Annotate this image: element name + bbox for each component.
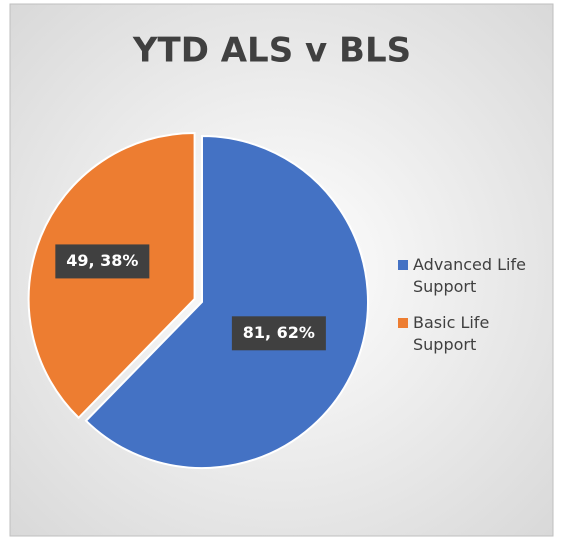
- legend-swatch: [398, 318, 408, 328]
- pie-slice: [84, 134, 369, 469]
- chart-title: YTD ALS v BLS: [132, 31, 411, 71]
- legend-label: Advanced Life Support: [413, 255, 526, 296]
- data-label: 49, 38%: [66, 251, 138, 270]
- data-label: 81, 62%: [243, 323, 315, 342]
- legend-label: Basic Life Support: [413, 313, 490, 354]
- legend: Advanced Life Support Basic Life Support: [398, 254, 548, 370]
- data-label-box: [55, 244, 150, 279]
- legend-item: Basic Life Support: [398, 312, 548, 356]
- legend-swatch: [398, 260, 408, 270]
- data-label-box: [231, 316, 326, 351]
- legend-item: Advanced Life Support: [398, 254, 548, 298]
